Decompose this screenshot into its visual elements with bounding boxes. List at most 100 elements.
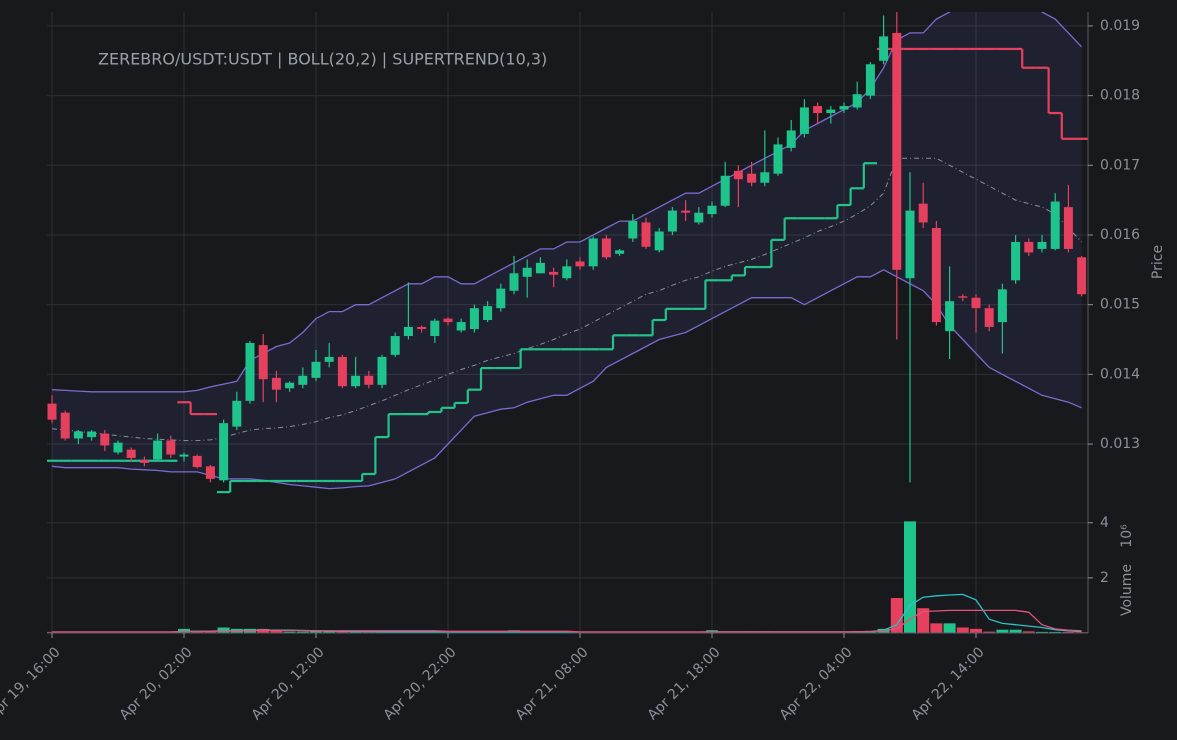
candle-body bbox=[931, 228, 941, 323]
candle-body bbox=[984, 308, 994, 327]
y-tick-label: 2 bbox=[1100, 570, 1109, 586]
candle-body bbox=[879, 36, 889, 61]
candle-body bbox=[47, 403, 57, 420]
volume-bar bbox=[1022, 631, 1035, 633]
candle-body bbox=[1063, 207, 1073, 249]
candle-body bbox=[760, 172, 770, 183]
candle-body bbox=[100, 433, 110, 446]
volume-bar bbox=[1009, 629, 1022, 633]
candle-body bbox=[720, 175, 730, 206]
x-tick-label: Apr 21, 08:00 bbox=[513, 644, 592, 723]
candle-body bbox=[285, 382, 295, 389]
candle-body bbox=[126, 449, 136, 458]
candle-body bbox=[1077, 257, 1087, 295]
candle-body bbox=[681, 210, 691, 213]
band-line bbox=[51, 12, 1083, 393]
candle-body bbox=[456, 322, 466, 331]
volume-bar bbox=[323, 630, 336, 633]
volume-bar bbox=[917, 608, 930, 633]
x-tick-label: Apr 19, 16:00 bbox=[0, 644, 64, 723]
x-tick-label: Apr 22, 14:00 bbox=[909, 644, 988, 723]
candle-body bbox=[271, 377, 281, 390]
volume-ma-line bbox=[52, 609, 1082, 633]
candle-body bbox=[430, 320, 440, 337]
candle-body bbox=[179, 454, 189, 457]
volume-bar bbox=[930, 623, 943, 633]
volume-bar bbox=[296, 631, 309, 633]
candle-body bbox=[905, 210, 915, 279]
candle-body bbox=[258, 345, 268, 380]
candle-body bbox=[205, 466, 215, 479]
candle-body bbox=[575, 261, 585, 267]
volume-bar bbox=[1036, 631, 1048, 633]
volume-bar bbox=[310, 630, 322, 633]
x-tick-label: Apr 20, 22:00 bbox=[381, 644, 460, 723]
candle-body bbox=[958, 296, 968, 298]
candle-body bbox=[496, 288, 506, 309]
candle-body bbox=[865, 64, 875, 96]
x-tick-label: Apr 21, 18:00 bbox=[645, 644, 724, 723]
candle-body bbox=[153, 440, 163, 460]
y-tick-label: 4 bbox=[1100, 515, 1109, 531]
candle-body bbox=[562, 266, 572, 279]
volume-bar bbox=[996, 629, 1009, 633]
candle-body bbox=[615, 250, 625, 254]
candle-body bbox=[799, 107, 809, 134]
y-tick-label: 0.019 bbox=[1100, 18, 1140, 34]
chart-title: ZEREBRO/USDT:USDT | BOLL(20,2) | SUPERTR… bbox=[98, 50, 547, 69]
candle-body bbox=[1024, 241, 1034, 253]
candle-body bbox=[892, 32, 902, 270]
volume-bar bbox=[890, 597, 903, 633]
volume-scale-label: 10⁶ bbox=[1119, 524, 1135, 548]
candle-body bbox=[232, 400, 242, 427]
candle-body bbox=[694, 212, 704, 223]
candle-body bbox=[549, 271, 559, 275]
candle-body bbox=[747, 173, 757, 183]
candle-body bbox=[1050, 201, 1060, 249]
candle-body bbox=[733, 170, 743, 180]
candle-body bbox=[509, 273, 519, 291]
candle-body bbox=[245, 343, 255, 401]
x-tick-label: Apr 20, 12:00 bbox=[249, 644, 328, 723]
candle-body bbox=[311, 361, 321, 378]
candle-body bbox=[87, 431, 97, 438]
y-tick-label: 0.018 bbox=[1100, 88, 1140, 104]
candle-body bbox=[192, 455, 202, 468]
candle-body bbox=[667, 210, 677, 232]
volume-bar bbox=[956, 627, 969, 633]
candle-body bbox=[443, 318, 453, 323]
candle-body bbox=[298, 375, 308, 385]
candle-body bbox=[588, 238, 598, 267]
x-tick-label: Apr 20, 02:00 bbox=[117, 644, 196, 723]
candle-body bbox=[403, 326, 413, 337]
candle-body bbox=[337, 356, 347, 387]
candle-body bbox=[773, 144, 783, 174]
candle-body bbox=[377, 356, 387, 385]
candle-body bbox=[364, 375, 374, 385]
candle-body bbox=[971, 297, 981, 309]
volume-bar bbox=[283, 631, 296, 633]
candle-body bbox=[826, 109, 836, 114]
candle-body bbox=[166, 440, 176, 455]
y-axis-label: Price bbox=[1150, 245, 1166, 279]
band-fill bbox=[52, 12, 1082, 489]
candle-body bbox=[219, 423, 229, 481]
candle-body bbox=[351, 375, 361, 387]
candle-body bbox=[139, 460, 149, 463]
candle-body bbox=[918, 203, 928, 223]
volume-bar bbox=[904, 521, 916, 633]
candle-body bbox=[535, 262, 545, 274]
volume-bar bbox=[362, 631, 375, 633]
volume-bar bbox=[270, 630, 283, 633]
candle-body bbox=[997, 289, 1007, 323]
y-tick-label: 0.014 bbox=[1100, 366, 1140, 382]
candle-body bbox=[839, 106, 849, 110]
volume-bar bbox=[970, 628, 982, 633]
volume-bar bbox=[204, 631, 217, 633]
candle-body bbox=[852, 94, 862, 108]
volume-axis-label: Volume bbox=[1119, 564, 1135, 616]
y-tick-label: 0.017 bbox=[1100, 157, 1140, 173]
candle-body bbox=[813, 106, 823, 114]
